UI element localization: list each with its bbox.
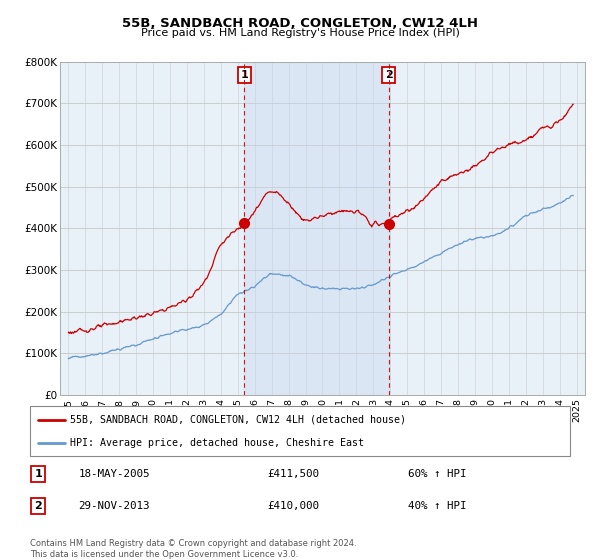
FancyBboxPatch shape xyxy=(30,406,570,456)
Text: 1: 1 xyxy=(241,70,248,80)
Text: 55B, SANDBACH ROAD, CONGLETON, CW12 4LH: 55B, SANDBACH ROAD, CONGLETON, CW12 4LH xyxy=(122,17,478,30)
Text: Price paid vs. HM Land Registry's House Price Index (HPI): Price paid vs. HM Land Registry's House … xyxy=(140,28,460,38)
Text: 2: 2 xyxy=(385,70,392,80)
Text: Contains HM Land Registry data © Crown copyright and database right 2024.
This d: Contains HM Land Registry data © Crown c… xyxy=(30,539,356,559)
Text: 29-NOV-2013: 29-NOV-2013 xyxy=(79,501,150,511)
Text: 40% ↑ HPI: 40% ↑ HPI xyxy=(408,501,467,511)
Text: £411,500: £411,500 xyxy=(268,469,320,479)
Text: 1: 1 xyxy=(34,469,42,479)
Bar xyxy=(244,62,389,395)
Text: HPI: Average price, detached house, Cheshire East: HPI: Average price, detached house, Ches… xyxy=(71,438,365,448)
Text: £410,000: £410,000 xyxy=(268,501,320,511)
Text: 18-MAY-2005: 18-MAY-2005 xyxy=(79,469,150,479)
Text: 55B, SANDBACH ROAD, CONGLETON, CW12 4LH (detached house): 55B, SANDBACH ROAD, CONGLETON, CW12 4LH … xyxy=(71,414,407,424)
Text: 60% ↑ HPI: 60% ↑ HPI xyxy=(408,469,467,479)
Text: 2: 2 xyxy=(34,501,42,511)
